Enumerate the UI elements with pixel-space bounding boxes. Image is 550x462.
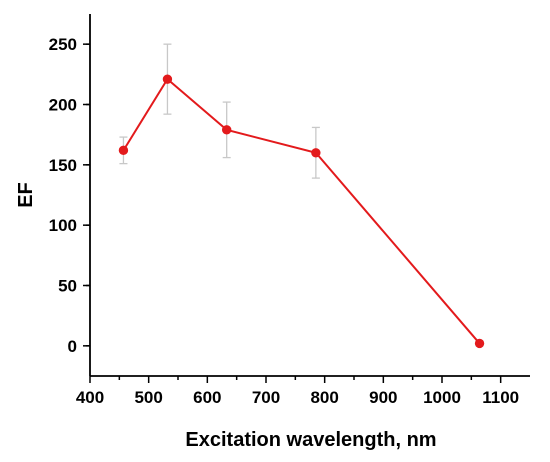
data-point: [118, 145, 129, 156]
data-point: [311, 148, 321, 158]
data-point: [474, 338, 485, 349]
y-axis-title: EF: [15, 182, 37, 208]
y-ticks: 0 50 100 150 200 250: [49, 35, 90, 356]
series-lines: [122, 77, 481, 345]
error-bars: [119, 43, 484, 347]
x-tick-label: 500: [134, 388, 162, 407]
x-tick-label: 1000: [423, 388, 461, 407]
data-point: [221, 125, 232, 135]
y-tick-label: 100: [49, 216, 77, 235]
y-tick-label: 50: [58, 277, 77, 296]
y-tick-label: 0: [68, 337, 77, 356]
data-points: [118, 74, 485, 349]
x-tick-label: 900: [369, 388, 397, 407]
x-tick-label: 600: [193, 388, 221, 407]
plot-frame: [89, 14, 530, 377]
data-point: [162, 74, 173, 84]
x-tick-label: 400: [76, 388, 104, 407]
y-tick-label: 150: [49, 156, 77, 175]
x-tick-label: 1100: [482, 388, 519, 407]
x-tick-label: 700: [252, 388, 280, 407]
y-tick-label: 200: [49, 96, 77, 115]
series-line: [122, 77, 481, 345]
x-ticks: 400 500 600 700 800 900 1000 1100: [76, 376, 519, 407]
x-tick-label: 800: [310, 388, 338, 407]
x-axis-title: Excitation wavelength, nm: [185, 429, 436, 451]
y-tick-label: 250: [49, 35, 77, 54]
